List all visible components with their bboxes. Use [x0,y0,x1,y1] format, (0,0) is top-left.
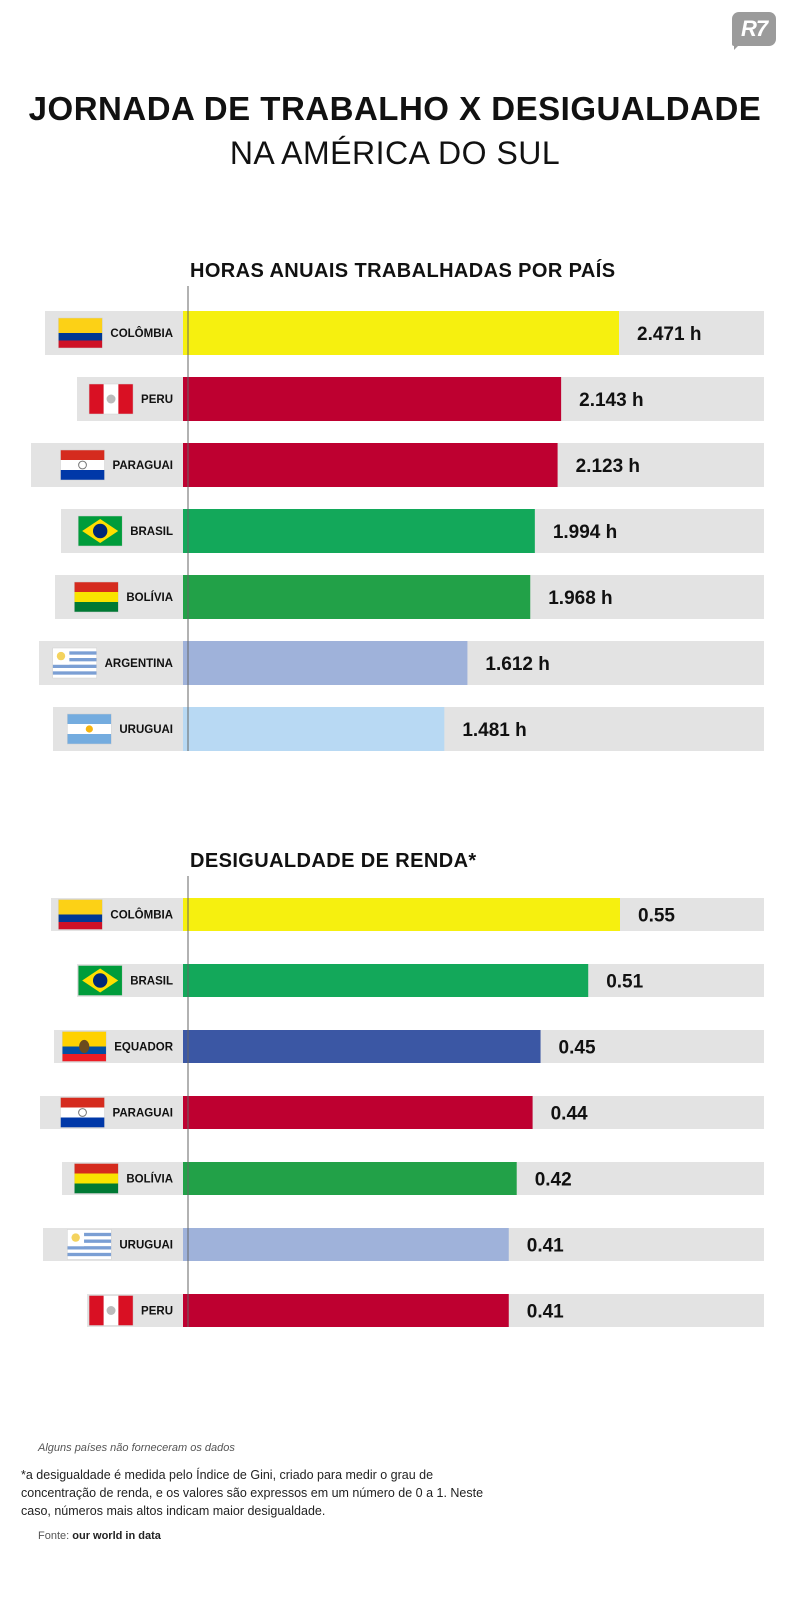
argentina-flag-icon [67,713,112,745]
bar [183,964,589,997]
category-label: EQUADOR [114,1042,173,1054]
bar [183,1030,541,1063]
value-label: 1.612 h [485,654,549,675]
category-label: ARGENTINA [105,658,173,670]
value-label: 2.471 h [637,324,701,345]
brazil-flag-icon [77,515,123,547]
value-label: 0.55 [638,906,675,927]
category-label: PERU [141,394,173,406]
bar [183,1228,509,1261]
colombia-flag-icon [58,899,103,930]
r7-logo: R7 [732,12,776,46]
bar [183,641,468,685]
source-label: Fonte: [38,1530,70,1542]
bolivia-flag-icon [74,1163,119,1194]
category-label: PARAGUAI [113,460,173,472]
colombia-flag-icon [58,317,103,349]
value-label: 2.123 h [576,456,640,477]
logo-tail [734,42,742,50]
bar-row: BOLÍVIA 0.42 [62,1162,764,1195]
page-subtitle: NA AMÉRICA DO SUL [229,135,561,171]
category-label: BOLÍVIA [126,1173,173,1186]
bar-row: BOLÍVIA 1.968 h [55,575,764,619]
bar [183,311,619,355]
value-label: 0.44 [551,1104,588,1125]
bar [183,707,445,751]
bar-row: COLÔMBIA 2.471 h [45,311,764,355]
category-label: BRASIL [130,526,173,538]
paraguay-flag-icon [60,449,105,481]
bar-row: PERU 2.143 h [77,377,764,421]
chart-hours: COLÔMBIA 2.471 h PERU 2.143 h PARAGUAI 2.123 … [31,286,764,751]
category-label: PERU [141,1306,173,1318]
bar [183,898,620,931]
category-label: URUGUAI [119,724,173,736]
bar [183,575,531,619]
value-label: 0.45 [559,1038,596,1059]
bar [183,1294,509,1327]
bolivia-flag-icon [74,581,119,613]
source-name: our world in data [72,1530,161,1542]
page-title: JORNADA DE TRABALHO X DESIGUALDADE [28,90,762,127]
paraguay-flag-icon [60,1097,105,1128]
bar [183,377,562,421]
peru-flag-icon [88,1295,134,1326]
bar [183,1096,533,1129]
bar-row: PARAGUAI 2.123 h [31,443,764,487]
chart-inequality-title: DESIGUALDADE DE RENDA* [190,850,477,872]
bar [183,443,558,487]
chart-hours-title: HORAS ANUAIS TRABALHADAS POR PAÍS [190,260,616,282]
peru-flag-icon [88,383,134,415]
missing-data-note: Alguns países não forneceram os dados [38,1442,235,1454]
value-label: 1.481 h [462,720,526,741]
value-label: 0.41 [527,1236,564,1257]
source-line: Fonte: our world in data [38,1530,161,1542]
value-label: 1.994 h [553,522,617,543]
bar-row: BRASIL 1.994 h [61,509,764,553]
bar-row: ARGENTINA 1.612 h [39,641,764,685]
bar-row: BRASIL 0.51 [77,964,764,997]
chart-inequality: COLÔMBIA 0.55 BRASIL 0.51 EQUADOR 0.45 PARAGUA… [40,876,764,1327]
bar-row: PARAGUAI 0.44 [40,1096,764,1129]
bar-row: URUGUAI 1.481 h [53,707,764,751]
ecuador-flag-icon [61,1031,107,1062]
logo-text: R7 [740,16,768,41]
bar [183,1162,517,1195]
bar-row: EQUADOR 0.45 [54,1030,764,1063]
bar-row: COLÔMBIA 0.55 [51,898,764,931]
bar-row: PERU 0.41 [87,1294,764,1327]
value-label: 1.968 h [548,588,612,609]
value-label: 0.42 [535,1170,572,1191]
brazil-flag-icon [77,965,123,996]
uruguay-flag-icon [67,1229,112,1260]
category-label: PARAGUAI [113,1108,173,1120]
value-label: 0.51 [606,972,643,993]
category-label: BRASIL [130,976,173,988]
category-label: COLÔMBIA [110,909,173,922]
value-label: 0.41 [527,1302,564,1323]
gini-footnote: *a desigualdade é medida pelo Índice de … [21,1468,484,1518]
category-label: URUGUAI [119,1240,173,1252]
category-label: COLÔMBIA [110,327,173,340]
category-label: BOLÍVIA [126,591,173,604]
uruguay-flag-icon [52,647,97,679]
value-label: 2.143 h [579,390,643,411]
bar-row: URUGUAI 0.41 [43,1228,764,1261]
bar [183,509,535,553]
